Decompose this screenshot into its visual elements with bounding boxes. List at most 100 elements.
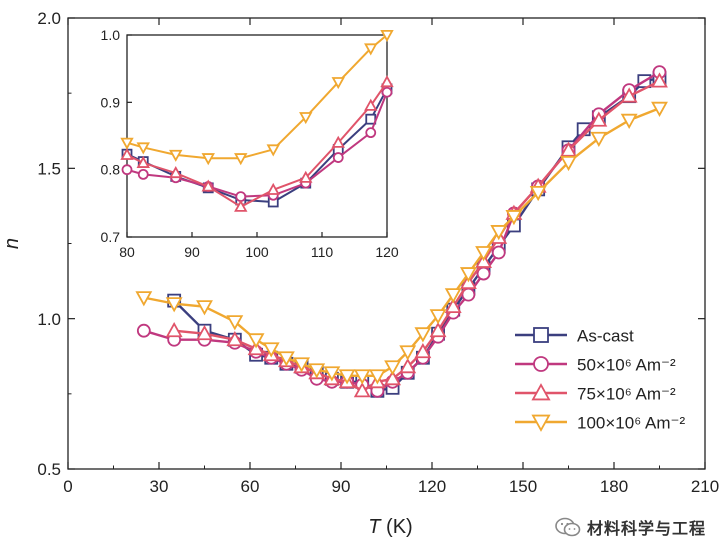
main-data-point <box>293 357 310 373</box>
inset-data-point <box>299 112 313 125</box>
main-data-point <box>475 246 492 262</box>
legend-label: 100×10⁶ Am⁻² <box>577 414 685 433</box>
inset-y-tick-label: 0.8 <box>101 162 121 178</box>
main-data-point <box>262 342 280 358</box>
inset-data-point <box>380 75 394 88</box>
main-data-point <box>429 309 447 325</box>
inset-data-point <box>234 153 248 166</box>
main-y-tick-label: 2.0 <box>37 9 61 28</box>
main-data-point <box>590 111 608 127</box>
main-data-point <box>590 131 608 148</box>
main-x-tick-label: 150 <box>509 477 537 496</box>
main-data-point <box>165 321 183 338</box>
inset-data-point <box>137 168 149 180</box>
main-data-point <box>429 321 447 338</box>
main-y-tick-label: 1.0 <box>37 310 61 329</box>
legend-label: 50×10⁶ Am⁻² <box>577 356 676 375</box>
main-data-point <box>560 141 577 157</box>
main-y-tick-label: 0.5 <box>37 460 61 479</box>
main-data-point <box>651 101 668 117</box>
inset-series-line <box>126 34 388 160</box>
main-data-point <box>338 369 356 385</box>
inset-data-point <box>121 164 133 176</box>
inset-y-tick-label: 0.7 <box>101 229 121 245</box>
main-data-point <box>135 291 153 307</box>
inset-panel: 80 90 100 110 120 0.7 0.8 0.9 1.0 <box>101 27 399 260</box>
main-panel: 0 30 60 90 120 150 180 210 0.5 1.0 1.5 2.0 <box>37 9 719 496</box>
inset-data-point <box>331 77 345 90</box>
y-axis-label: n <box>1 238 23 249</box>
watermark-text: 材料科学与工程 <box>586 521 706 538</box>
main-data-point <box>651 72 668 88</box>
inset-y-tick-label: 1.0 <box>101 27 121 43</box>
legend-label: 75×10⁶ Am⁻² <box>577 385 676 404</box>
inset-data-point <box>136 155 150 168</box>
x-axis-unit: (K) <box>381 516 413 538</box>
inset-data-point <box>364 43 378 56</box>
main-data-point <box>444 288 462 304</box>
main-data-point <box>136 323 151 338</box>
main-data-point <box>490 225 508 241</box>
main-data-point <box>165 297 183 313</box>
main-y-tick-label: 1.5 <box>37 159 61 178</box>
watermark: 材料科学与工程 <box>555 515 706 539</box>
main-data-point <box>399 345 417 361</box>
legend-marker <box>531 383 551 401</box>
inset-background <box>127 35 387 237</box>
main-data-point <box>529 185 547 202</box>
main-data-point <box>353 382 371 398</box>
inset-data-point <box>234 199 248 212</box>
inset-data-point <box>169 149 183 162</box>
main-x-tick-label: 180 <box>600 477 628 496</box>
main-data-point <box>620 87 638 103</box>
inset-data-point <box>120 137 134 150</box>
inset-data-point <box>381 86 393 98</box>
main-x-tick-label: 210 <box>691 477 719 496</box>
main-data-point <box>247 333 265 349</box>
inset-x-tick-label: 80 <box>119 244 135 260</box>
inset-data-point <box>201 153 215 166</box>
main-data-point <box>196 324 213 341</box>
legend-label: As-cast <box>577 327 634 346</box>
inset-x-tick-label: 120 <box>375 244 399 260</box>
inset-y-tick-label: 0.9 <box>101 94 121 110</box>
main-series-3 <box>135 101 668 385</box>
legend-item: As-cast <box>515 327 634 346</box>
inset-series-2 <box>120 75 394 212</box>
main-x-tick-label: 60 <box>241 477 260 496</box>
inset-x-tick-label: 110 <box>311 244 334 260</box>
main-data-point <box>560 155 577 172</box>
inset-data-point <box>120 147 134 160</box>
inset-data-point <box>266 144 280 157</box>
inset-x-tick-label: 90 <box>184 244 200 260</box>
main-data-point <box>277 351 295 367</box>
legend-item: 75×10⁶ Am⁻² <box>515 383 676 404</box>
main-x-tick-label: 30 <box>150 477 169 496</box>
inset-data-point <box>365 127 377 139</box>
x-axis-symbol: T <box>368 516 382 538</box>
inset-data-point <box>332 152 344 163</box>
main-data-point <box>505 210 523 226</box>
main-data-point <box>196 300 213 316</box>
inset-series-3 <box>120 29 394 166</box>
main-data-point <box>353 369 371 385</box>
main-data-point <box>620 113 638 129</box>
inset-data-point <box>136 142 150 155</box>
main-x-tick-label: 120 <box>418 477 446 496</box>
legend-item: 50×10⁶ Am⁻² <box>515 356 676 375</box>
x-axis-label: T (K) <box>368 516 412 538</box>
main-data-point <box>226 330 244 347</box>
main-data-point <box>459 267 477 283</box>
inset-data-point <box>169 166 183 179</box>
inset-series-line <box>126 81 388 208</box>
legend-marker <box>533 356 549 372</box>
legend-marker <box>531 414 551 432</box>
legend: As-cast 50×10⁶ Am⁻² 75×10⁶ Am⁻² 100×10⁶ Am⁻… <box>515 327 685 433</box>
legend-marker <box>533 327 549 343</box>
main-data-point <box>444 297 462 314</box>
inset-series-line <box>126 91 388 198</box>
inset-data-point <box>331 135 345 148</box>
main-data-point <box>384 360 401 376</box>
main-data-point <box>414 327 432 343</box>
